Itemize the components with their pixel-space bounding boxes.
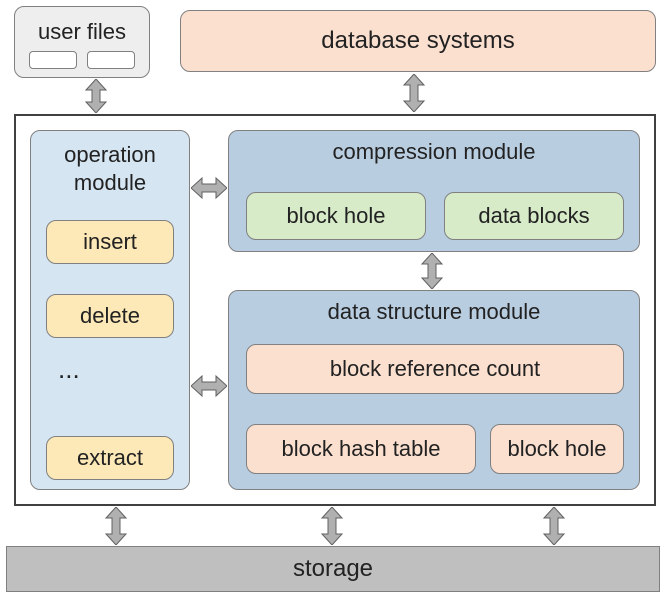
op-extract-label: extract (77, 445, 143, 471)
node-ds-block-hole: block hole (490, 424, 624, 474)
arrow-op-comp (191, 176, 227, 200)
op-ellipsis-label: ... (58, 354, 80, 385)
file-icon (87, 51, 135, 69)
storage-label: storage (293, 555, 373, 583)
node-user-files: user files (14, 6, 150, 78)
node-database-systems: database systems (180, 10, 656, 72)
node-comp-block-hole: block hole (246, 192, 426, 240)
arrow-user-main (84, 79, 108, 113)
op-insert-label: insert (83, 229, 137, 255)
arrow-db-main (402, 74, 426, 112)
node-storage: storage (6, 546, 660, 592)
file-icon (29, 51, 77, 69)
arrow-op-ds (191, 374, 227, 398)
node-op-delete: delete (46, 294, 174, 338)
node-op-ellipsis: ... (46, 352, 174, 386)
operation-module-label: operationmodule (64, 141, 156, 196)
ds-block-hole-label: block hole (507, 436, 606, 462)
database-systems-label: database systems (321, 27, 514, 55)
arrow-main-storage-2 (320, 507, 344, 545)
user-files-label: user files (38, 19, 126, 45)
comp-data-blocks-label: data blocks (478, 203, 589, 229)
node-ds-block-ref-count: block reference count (246, 344, 624, 394)
ds-block-ref-count-label: block reference count (330, 356, 540, 382)
ds-block-hash-table-label: block hash table (282, 436, 441, 462)
compression-module-label: compression module (333, 139, 536, 165)
node-op-insert: insert (46, 220, 174, 264)
op-delete-label: delete (80, 303, 140, 329)
node-ds-block-hash-table: block hash table (246, 424, 476, 474)
comp-block-hole-label: block hole (286, 203, 385, 229)
arrow-main-storage-3 (542, 507, 566, 545)
user-files-icons (29, 51, 135, 69)
arrow-main-storage-1 (104, 507, 128, 545)
arrow-comp-ds (420, 253, 444, 289)
data-structure-module-label: data structure module (328, 299, 541, 325)
node-comp-data-blocks: data blocks (444, 192, 624, 240)
node-op-extract: extract (46, 436, 174, 480)
